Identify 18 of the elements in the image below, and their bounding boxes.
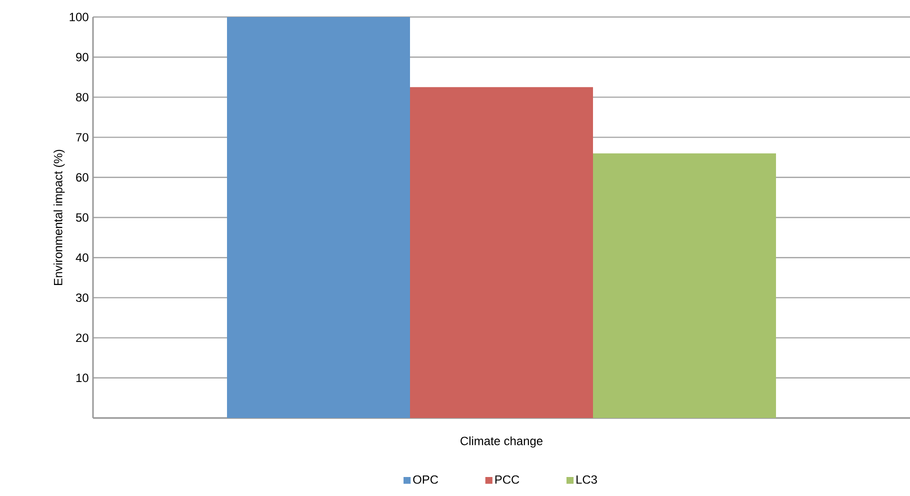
y-tick-label: 80 — [76, 92, 88, 102]
x-tick-label: Climate change — [460, 436, 542, 448]
bar — [593, 153, 776, 418]
y-tick-label: 10 — [76, 374, 88, 382]
y-tick-label: 50 — [76, 213, 88, 222]
y-tick-label: 30 — [76, 293, 88, 302]
y-axis-title: Environmental impact (%) — [54, 150, 65, 285]
y-tick-label: 40 — [76, 253, 88, 262]
y-tick-label: 90 — [76, 52, 88, 62]
legend-label: OPC — [413, 475, 438, 484]
legend-label: LC3 — [576, 475, 597, 484]
y-tick-label: 20 — [76, 334, 88, 342]
legend-label: PCC — [495, 475, 520, 484]
y-tick-label: 100 — [70, 12, 88, 22]
y-tick-label: 60 — [76, 173, 88, 182]
y-tick-label: 70 — [76, 133, 88, 142]
bar — [410, 87, 594, 418]
bar — [227, 16, 410, 418]
